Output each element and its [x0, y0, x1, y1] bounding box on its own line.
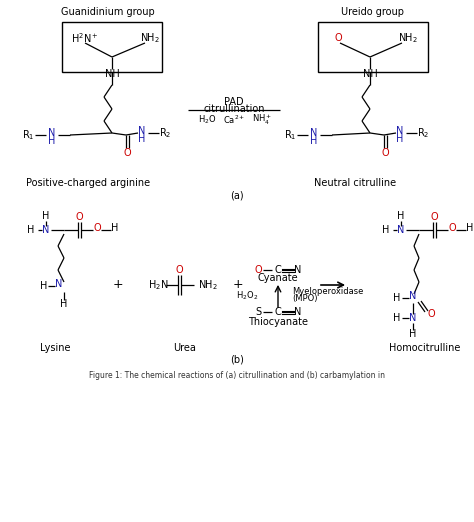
Text: H: H — [466, 223, 474, 233]
Text: Ca$^{2+}$: Ca$^{2+}$ — [223, 114, 245, 126]
Text: NH$_4^+$: NH$_4^+$ — [252, 113, 272, 127]
Text: H: H — [42, 211, 50, 221]
Text: H$_2$O: H$_2$O — [198, 114, 217, 126]
Text: NH: NH — [105, 69, 119, 79]
Text: Homocitrulline: Homocitrulline — [389, 343, 461, 353]
Text: Cyanate: Cyanate — [258, 273, 298, 283]
Text: O: O — [430, 212, 438, 222]
Bar — [318, 22, 428, 72]
Text: O: O — [93, 223, 101, 233]
Text: H: H — [310, 136, 318, 146]
Text: H: H — [393, 293, 401, 303]
Text: C: C — [274, 265, 282, 275]
Text: Guanidinium group: Guanidinium group — [61, 7, 155, 17]
Text: Ureido group: Ureido group — [341, 7, 404, 17]
Text: Thiocyanate: Thiocyanate — [248, 317, 308, 327]
Text: H$_2$N: H$_2$N — [148, 278, 168, 292]
Text: R$_1$: R$_1$ — [284, 128, 296, 142]
Text: H: H — [382, 225, 389, 235]
Text: N: N — [397, 225, 405, 235]
Text: NH$_2$: NH$_2$ — [398, 31, 418, 45]
Text: O: O — [427, 309, 435, 319]
Text: H: H — [397, 211, 405, 221]
Text: H: H — [396, 134, 404, 144]
Text: PAD: PAD — [224, 97, 244, 107]
Text: Figure 1: The chemical reactions of (a) citrullination and (b) carbamylation in: Figure 1: The chemical reactions of (a) … — [89, 371, 385, 379]
Text: S: S — [255, 307, 261, 317]
Text: O: O — [448, 223, 456, 233]
Text: H: H — [138, 134, 146, 144]
Text: H$_2$O$_2$: H$_2$O$_2$ — [236, 290, 258, 302]
Text: Myeloperoxidase: Myeloperoxidase — [292, 287, 364, 295]
Text: O: O — [334, 33, 342, 43]
Text: Urea: Urea — [173, 343, 196, 353]
Text: H: H — [410, 329, 417, 339]
Text: C: C — [274, 307, 282, 317]
Text: O: O — [381, 148, 389, 158]
Text: N: N — [410, 313, 417, 323]
Text: N: N — [42, 225, 50, 235]
Text: O: O — [75, 212, 83, 222]
Text: O: O — [175, 265, 183, 275]
Text: H: H — [48, 136, 55, 146]
Text: R$_2$: R$_2$ — [159, 126, 171, 140]
Text: (b): (b) — [230, 355, 244, 365]
Text: N: N — [396, 126, 404, 136]
Text: N: N — [294, 265, 301, 275]
Text: N: N — [55, 279, 63, 289]
Bar — [62, 22, 162, 72]
Text: NH: NH — [363, 69, 377, 79]
Text: NH$_2$: NH$_2$ — [198, 278, 218, 292]
Text: Positive-charged arginine: Positive-charged arginine — [26, 178, 150, 188]
Text: (MPO): (MPO) — [292, 293, 318, 303]
Text: N: N — [48, 128, 55, 138]
Text: H: H — [40, 281, 48, 291]
Text: R$_1$: R$_1$ — [22, 128, 34, 142]
Text: O: O — [254, 265, 262, 275]
Text: H$^2$N$^+$: H$^2$N$^+$ — [71, 31, 99, 45]
Text: R$_2$: R$_2$ — [417, 126, 429, 140]
Text: +: + — [233, 279, 243, 291]
Text: NH$_2$: NH$_2$ — [140, 31, 160, 45]
Text: (a): (a) — [230, 190, 244, 200]
Text: N: N — [410, 291, 417, 301]
Text: citrullination: citrullination — [203, 104, 265, 114]
Text: H: H — [27, 225, 34, 235]
Text: N: N — [310, 128, 318, 138]
Text: Neutral citrulline: Neutral citrulline — [314, 178, 396, 188]
Text: +: + — [113, 279, 123, 291]
Text: H: H — [111, 223, 118, 233]
Text: N: N — [138, 126, 146, 136]
Text: H: H — [393, 313, 401, 323]
Text: O: O — [123, 148, 131, 158]
Text: H: H — [60, 299, 68, 309]
Text: N: N — [294, 307, 301, 317]
Text: Lysine: Lysine — [40, 343, 70, 353]
